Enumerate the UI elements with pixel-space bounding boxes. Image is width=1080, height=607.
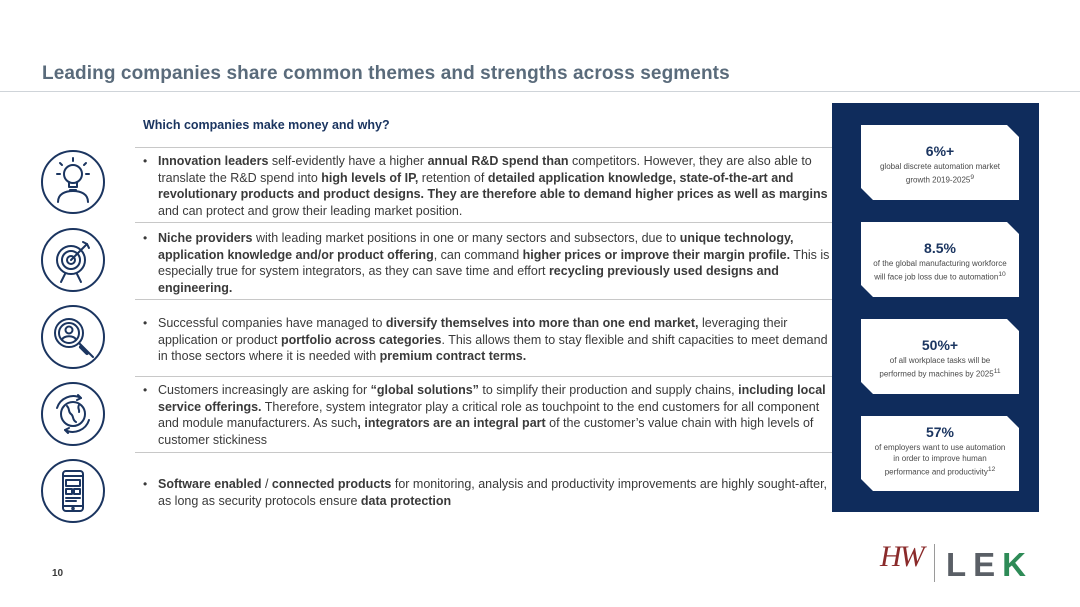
row-divider — [135, 376, 832, 377]
text-run: competitors. However, they are also able… — [158, 154, 812, 185]
row-global-solutions: • Customers increasingly are asking for … — [135, 382, 832, 448]
row-divider — [135, 452, 832, 453]
text-run: with leading market positions in one or … — [252, 231, 680, 245]
lek-logo: LEK — [946, 546, 1034, 583]
bullet: • — [143, 154, 148, 168]
text-run: data protection — [360, 493, 452, 508]
text-run: Customers increasingly are asking for — [158, 383, 371, 397]
text-run: of the customer’s value chain with high … — [158, 416, 814, 447]
stat-card: 57% of employers want to use automation … — [861, 416, 1019, 491]
text-run: retention of — [418, 170, 488, 185]
bullet: • — [143, 231, 148, 245]
text-run: unique technology, application knowledge… — [158, 231, 794, 262]
text-run: “global solutions” — [370, 383, 479, 397]
text-run: Niche providers — [158, 231, 253, 245]
text-run: . This allows them to stay flexible and … — [158, 332, 828, 364]
text-run: , integrators are an integral part — [357, 416, 546, 430]
text-run: recycling previously used designs and en… — [158, 264, 779, 295]
text-run: for monitoring, analysis and productivit… — [158, 477, 828, 508]
bullet: • — [143, 316, 148, 330]
row-text: Successful companies have managed to div… — [158, 315, 832, 365]
text-run: high levels of IP, — [321, 170, 419, 185]
text-run: and can protect and grow their leading m… — [158, 203, 463, 218]
stat-card: 8.5% of the global manufacturing workfor… — [861, 222, 1019, 297]
text-run: to simplify their production and supply … — [478, 383, 739, 397]
row-divider — [135, 147, 832, 148]
globe-arrows-icon — [41, 382, 105, 446]
text-run: Successful companies have managed to — [158, 316, 386, 330]
text-run: / — [261, 477, 272, 491]
page-title: Leading companies share common themes an… — [42, 63, 730, 84]
text-run: Software enabled — [158, 477, 262, 491]
section-subheading: Which companies make money and why? — [143, 118, 390, 132]
stat-caption: of employers want to use automation in o… — [874, 443, 1006, 477]
text-run: leveraging their application or product — [158, 316, 788, 347]
title-divider — [0, 91, 1080, 92]
row-text: Niche providers with leading market posi… — [158, 230, 832, 296]
logo-divider — [934, 544, 935, 582]
text-run: annual R&D spend than — [427, 154, 569, 168]
page-number: 10 — [52, 568, 64, 579]
row-text: Software enabled / connected products fo… — [158, 476, 832, 509]
text-run: including local service offerings. — [158, 383, 826, 414]
stat-caption: global discrete automation market growth… — [879, 162, 1001, 185]
smartphone-icon — [41, 459, 105, 523]
row-connected-products: • Software enabled / connected products … — [135, 476, 832, 509]
row-diversified-companies: • Successful companies have managed to d… — [135, 315, 832, 365]
row-niche-providers: • Niche providers with leading market po… — [135, 230, 832, 296]
text-run: connected products — [271, 477, 392, 491]
text-run: portfolio across categories — [281, 332, 442, 347]
target-icon — [41, 228, 105, 292]
hw-logo: HW — [880, 540, 925, 573]
stat-value: 50%+ — [921, 337, 959, 353]
row-divider — [135, 222, 832, 223]
row-innovation-leaders: • Innovation leaders self-evidently have… — [135, 153, 832, 219]
stat-value: 57% — [925, 424, 955, 440]
text-run: diversify themselves into more than one … — [385, 316, 699, 330]
text-run: self-evidently have a higher — [268, 154, 428, 168]
stat-value: 6%+ — [925, 143, 955, 159]
stat-value: 8.5% — [924, 240, 956, 256]
hw-lek-logo: HW LEK — [880, 538, 1045, 590]
text-run: This is especially true for system integ… — [158, 247, 830, 279]
bullet: • — [143, 477, 148, 491]
lightbulb-head-icon — [41, 150, 105, 214]
stat-card: 6%+ global discrete automation market gr… — [861, 125, 1019, 200]
text-run: , can command — [433, 247, 523, 262]
text-run: higher prices or improve their margin pr… — [522, 247, 791, 262]
row-text: Innovation leaders self-evidently have a… — [158, 153, 832, 219]
magnifier-person-icon — [41, 305, 105, 369]
text-run: premium contract terms. — [379, 349, 527, 363]
row-divider — [135, 299, 832, 300]
text-run: Therefore, system integrator play a crit… — [158, 399, 820, 431]
text-run: Innovation leaders — [158, 154, 269, 168]
row-text: Customers increasingly are asking for “g… — [158, 382, 832, 448]
bullet: • — [143, 383, 148, 397]
text-run: detailed application knowledge, state-of… — [158, 170, 828, 202]
stat-caption: of the global manufacturing workforce wi… — [873, 259, 1007, 282]
stat-card: 50%+ of all workplace tasks will be perf… — [861, 319, 1019, 394]
stat-caption: of all workplace tasks will be performed… — [879, 356, 1001, 379]
